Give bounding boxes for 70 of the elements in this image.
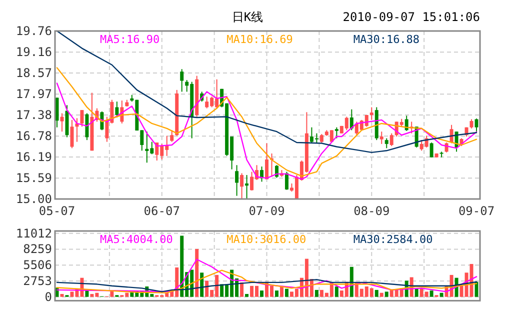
- y-tick-label: 5506: [23, 258, 52, 272]
- candlestick: [334, 126, 338, 139]
- line-series: [56, 270, 478, 294]
- candlestick: [474, 118, 478, 132]
- candlestick: [384, 138, 388, 149]
- candlestick: [274, 164, 278, 178]
- candlestick: [380, 131, 384, 144]
- bar: [200, 272, 204, 297]
- y-tick-label: 19.76: [16, 24, 52, 38]
- text: 2010-09-07 15:01:06: [342, 10, 480, 24]
- candlestick: [235, 164, 239, 196]
- line-series: [56, 278, 478, 292]
- bar: [284, 288, 288, 297]
- bar: [380, 292, 384, 297]
- bar: [240, 282, 244, 297]
- candlestick: [80, 110, 84, 128]
- bar: [260, 290, 264, 297]
- line-series: [56, 67, 478, 177]
- candlestick: [240, 172, 244, 200]
- candlestick: [70, 119, 74, 149]
- text: MA30:2584.00: [353, 233, 433, 246]
- y-tick-label: 17.38: [16, 108, 52, 122]
- text: MA5:4004.00: [100, 233, 173, 246]
- bar: [440, 292, 444, 297]
- candlestick: [430, 142, 434, 158]
- candlestick: [60, 112, 64, 132]
- y-tick-label: 18.57: [16, 66, 52, 80]
- candlestick: [390, 132, 394, 147]
- line-series: [56, 258, 478, 292]
- y-tick-label: 17.97: [16, 87, 52, 102]
- bar: [245, 294, 249, 297]
- candlestick: [170, 130, 174, 142]
- text: MA5:16.90: [100, 33, 160, 46]
- x-tick-label: 05-07: [38, 204, 76, 218]
- candlestick: [404, 115, 408, 132]
- bar: [384, 292, 388, 297]
- bar: [474, 282, 478, 297]
- y-tick-label: 16.78: [16, 129, 52, 144]
- y-tick-label: 8259: [23, 242, 52, 256]
- bar: [60, 294, 64, 297]
- text: MA30:16.88: [353, 33, 420, 46]
- candlestick: [370, 106, 374, 120]
- y-tick-label: 11012: [16, 226, 52, 240]
- bar: [334, 286, 338, 297]
- candlestick: [284, 171, 288, 190]
- bar: [430, 290, 434, 297]
- bar: [314, 290, 318, 297]
- y-tick-label: 15.59: [16, 171, 52, 186]
- x-tick-label: 09-07: [458, 204, 495, 218]
- y-tick-label: 15.00: [16, 192, 52, 206]
- candlestick: [245, 174, 249, 200]
- candlestick: [470, 118, 474, 129]
- candlestick: [350, 108, 354, 131]
- y-tick-label: 16.19: [16, 150, 52, 164]
- y-tick-label: 0: [44, 290, 52, 304]
- line-series: [56, 82, 478, 180]
- line-series: [56, 30, 478, 154]
- x-tick-label: 08-09: [354, 204, 390, 218]
- text: MA10:16.69: [226, 33, 293, 46]
- text: MA10:3016.00: [226, 233, 306, 246]
- bar: [374, 290, 378, 297]
- candlestick: [180, 68, 184, 92]
- candlestick: [115, 101, 119, 118]
- x-tick-label: 07-09: [248, 204, 285, 218]
- y-tick-label: 19.16: [16, 45, 52, 60]
- bar: [274, 290, 278, 297]
- x-tick-label: 06-07: [144, 204, 180, 218]
- candlestick: [85, 112, 89, 141]
- y-tick-label: 2753: [23, 274, 52, 288]
- chart-title: 日K线: [232, 10, 264, 24]
